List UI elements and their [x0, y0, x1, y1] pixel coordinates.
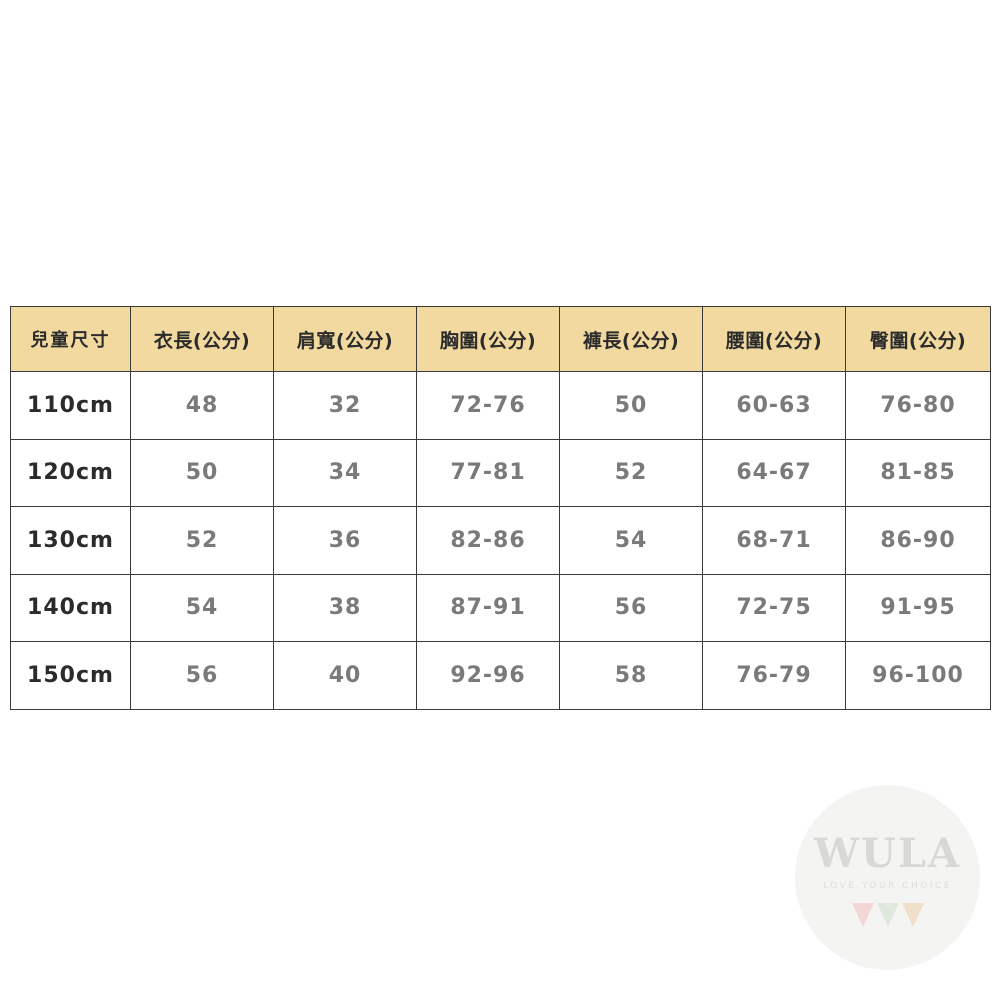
brand-watermark: WULA LOVE YOUR CHOICE	[795, 785, 980, 970]
table-row: 140cm 54 38 87-91 56 72-75 91-95	[10, 573, 991, 642]
cell-size: 120cm	[10, 438, 131, 507]
cell-waist: 64-67	[702, 438, 846, 507]
table-row: 150cm 56 40 92-96 58 76-79 96-100	[10, 641, 991, 710]
cell-chest: 82-86	[416, 506, 560, 575]
cell-pants-length: 54	[559, 506, 703, 575]
cell-body-length: 52	[130, 506, 274, 575]
header-cell-body-length: 衣長(公分)	[130, 306, 274, 372]
header-cell-chest: 胸圍(公分)	[416, 306, 560, 372]
cell-shoulder-width: 36	[273, 506, 417, 575]
cell-chest: 92-96	[416, 641, 560, 710]
cell-chest: 72-76	[416, 371, 560, 440]
cell-shoulder-width: 34	[273, 438, 417, 507]
cell-size: 110cm	[10, 371, 131, 440]
brand-name: WULA	[814, 830, 961, 877]
cell-pants-length: 52	[559, 438, 703, 507]
brand-triangles-icon	[851, 903, 924, 927]
cell-size: 140cm	[10, 573, 131, 642]
size-chart: 兒童尺寸 衣長(公分) 肩寬(公分) 胸圍(公分) 褲長(公分) 腰圍(公分) …	[10, 306, 991, 710]
cell-waist: 60-63	[702, 371, 846, 440]
cell-hip: 91-95	[845, 573, 991, 642]
cell-chest: 87-91	[416, 573, 560, 642]
cell-waist: 72-75	[702, 573, 846, 642]
size-table: 兒童尺寸 衣長(公分) 肩寬(公分) 胸圍(公分) 褲長(公分) 腰圍(公分) …	[10, 306, 991, 710]
header-cell-hip: 臀圍(公分)	[845, 306, 991, 372]
cell-size: 150cm	[10, 641, 131, 710]
cell-waist: 68-71	[702, 506, 846, 575]
header-cell-waist: 腰圍(公分)	[702, 306, 846, 372]
table-header-row: 兒童尺寸 衣長(公分) 肩寬(公分) 胸圍(公分) 褲長(公分) 腰圍(公分) …	[10, 306, 991, 372]
cell-body-length: 56	[130, 641, 274, 710]
cell-body-length: 50	[130, 438, 274, 507]
brand-tagline: LOVE YOUR CHOICE	[823, 881, 952, 891]
cell-body-length: 54	[130, 573, 274, 642]
table-row: 120cm 50 34 77-81 52 64-67 81-85	[10, 438, 991, 507]
cell-pants-length: 58	[559, 641, 703, 710]
cell-chest: 77-81	[416, 438, 560, 507]
cell-shoulder-width: 40	[273, 641, 417, 710]
header-cell-size: 兒童尺寸	[10, 306, 131, 372]
cell-waist: 76-79	[702, 641, 846, 710]
header-cell-pants-length: 褲長(公分)	[559, 306, 703, 372]
cell-pants-length: 56	[559, 573, 703, 642]
cell-pants-length: 50	[559, 371, 703, 440]
cell-size: 130cm	[10, 506, 131, 575]
header-cell-shoulder-width: 肩寬(公分)	[273, 306, 417, 372]
table-row: 130cm 52 36 82-86 54 68-71 86-90	[10, 506, 991, 575]
cell-body-length: 48	[130, 371, 274, 440]
cell-hip: 81-85	[845, 438, 991, 507]
cell-hip: 86-90	[845, 506, 991, 575]
cell-shoulder-width: 32	[273, 371, 417, 440]
table-row: 110cm 48 32 72-76 50 60-63 76-80	[10, 371, 991, 440]
cell-hip: 76-80	[845, 371, 991, 440]
cell-shoulder-width: 38	[273, 573, 417, 642]
cell-hip: 96-100	[845, 641, 991, 710]
